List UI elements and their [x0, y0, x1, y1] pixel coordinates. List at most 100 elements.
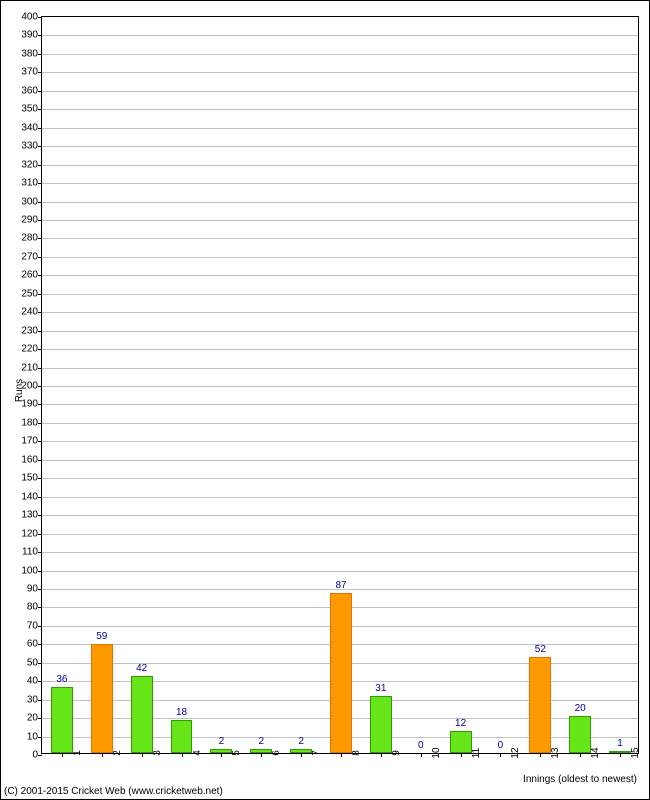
y-tick-label: 280 [21, 233, 42, 244]
chart-frame: 0102030405060708090100110120130140150160… [0, 0, 650, 800]
gridline [42, 534, 638, 535]
y-tick-label: 70 [27, 620, 42, 631]
y-tick-label: 10 [27, 731, 42, 742]
y-tick-label: 310 [21, 178, 42, 189]
y-tick-label: 40 [27, 676, 42, 687]
gridline [42, 460, 638, 461]
y-tick-label: 270 [21, 251, 42, 262]
gridline [42, 35, 638, 36]
gridline [42, 202, 638, 203]
gridline [42, 257, 638, 258]
gridline [42, 497, 638, 498]
y-tick-label: 110 [22, 547, 42, 558]
y-tick-label: 120 [21, 528, 42, 539]
bar-value-label: 20 [560, 703, 600, 714]
bar [370, 696, 392, 753]
y-tick-label: 180 [21, 417, 42, 428]
y-tick-label: 220 [21, 344, 42, 355]
gridline [42, 386, 638, 387]
y-tick-label: 350 [21, 104, 42, 115]
gridline [42, 552, 638, 553]
y-tick-label: 290 [21, 214, 42, 225]
bar [529, 657, 551, 753]
bar [569, 716, 591, 753]
y-tick-label: 150 [21, 473, 42, 484]
bar [131, 676, 153, 753]
gridline [42, 515, 638, 516]
y-tick-label: 60 [27, 639, 42, 650]
gridline [42, 404, 638, 405]
gridline [42, 571, 638, 572]
gridline [42, 275, 638, 276]
gridline [42, 441, 638, 442]
y-tick-label: 0 [32, 750, 42, 761]
y-tick-label: 80 [27, 602, 42, 613]
bar [330, 593, 352, 754]
bar-value-label: 87 [321, 580, 361, 591]
bar [171, 720, 193, 753]
bar [250, 749, 272, 753]
bar-value-label: 31 [361, 683, 401, 694]
y-tick-label: 390 [21, 30, 42, 41]
y-tick-label: 100 [21, 565, 42, 576]
gridline [42, 331, 638, 332]
bar-value-label: 52 [520, 644, 560, 655]
gridline [42, 109, 638, 110]
gridline [42, 54, 638, 55]
y-tick-label: 400 [21, 12, 42, 23]
plot-area: 0102030405060708090100110120130140150160… [41, 16, 639, 754]
y-tick-label: 320 [21, 159, 42, 170]
bar [210, 749, 232, 753]
y-tick-label: 250 [21, 288, 42, 299]
x-axis-title: Innings (oldest to newest) [523, 774, 637, 785]
bar-value-label: 2 [201, 736, 241, 747]
bar-value-label: 0 [401, 740, 441, 751]
y-tick-label: 130 [21, 510, 42, 521]
y-tick-label: 360 [21, 85, 42, 96]
gridline [42, 312, 638, 313]
gridline [42, 423, 638, 424]
y-tick-label: 90 [27, 583, 42, 594]
y-tick-label: 50 [27, 657, 42, 668]
bar-value-label: 0 [480, 740, 520, 751]
gridline [42, 349, 638, 350]
y-tick-label: 20 [27, 713, 42, 724]
gridline [42, 91, 638, 92]
y-tick-label: 210 [21, 362, 42, 373]
bar-value-label: 36 [42, 674, 82, 685]
y-tick-label: 140 [21, 491, 42, 502]
gridline [42, 128, 638, 129]
bar [290, 749, 312, 753]
y-tick-label: 240 [21, 307, 42, 318]
gridline [42, 220, 638, 221]
gridline [42, 478, 638, 479]
y-tick-label: 300 [21, 196, 42, 207]
y-tick-label: 160 [21, 454, 42, 465]
bar [51, 687, 73, 753]
y-tick-label: 170 [21, 436, 42, 447]
gridline [42, 165, 638, 166]
gridline [42, 183, 638, 184]
bar [609, 751, 631, 753]
bar [91, 644, 113, 753]
bar-value-label: 42 [122, 663, 162, 674]
bar-value-label: 1 [600, 738, 640, 749]
bar [450, 731, 472, 753]
y-axis-title: Runs [14, 379, 25, 402]
y-tick-label: 230 [21, 325, 42, 336]
y-tick-label: 260 [21, 270, 42, 281]
copyright-text: (C) 2001-2015 Cricket Web (www.cricketwe… [4, 786, 223, 797]
bar-value-label: 18 [162, 707, 202, 718]
y-tick-label: 30 [27, 694, 42, 705]
bar-value-label: 12 [441, 718, 481, 729]
gridline [42, 238, 638, 239]
bar-value-label: 2 [241, 736, 281, 747]
y-tick-label: 340 [21, 122, 42, 133]
y-tick-label: 380 [21, 48, 42, 59]
gridline [42, 368, 638, 369]
y-tick-label: 370 [21, 67, 42, 78]
gridline [42, 72, 638, 73]
gridline [42, 146, 638, 147]
gridline [42, 294, 638, 295]
y-tick-label: 330 [21, 141, 42, 152]
